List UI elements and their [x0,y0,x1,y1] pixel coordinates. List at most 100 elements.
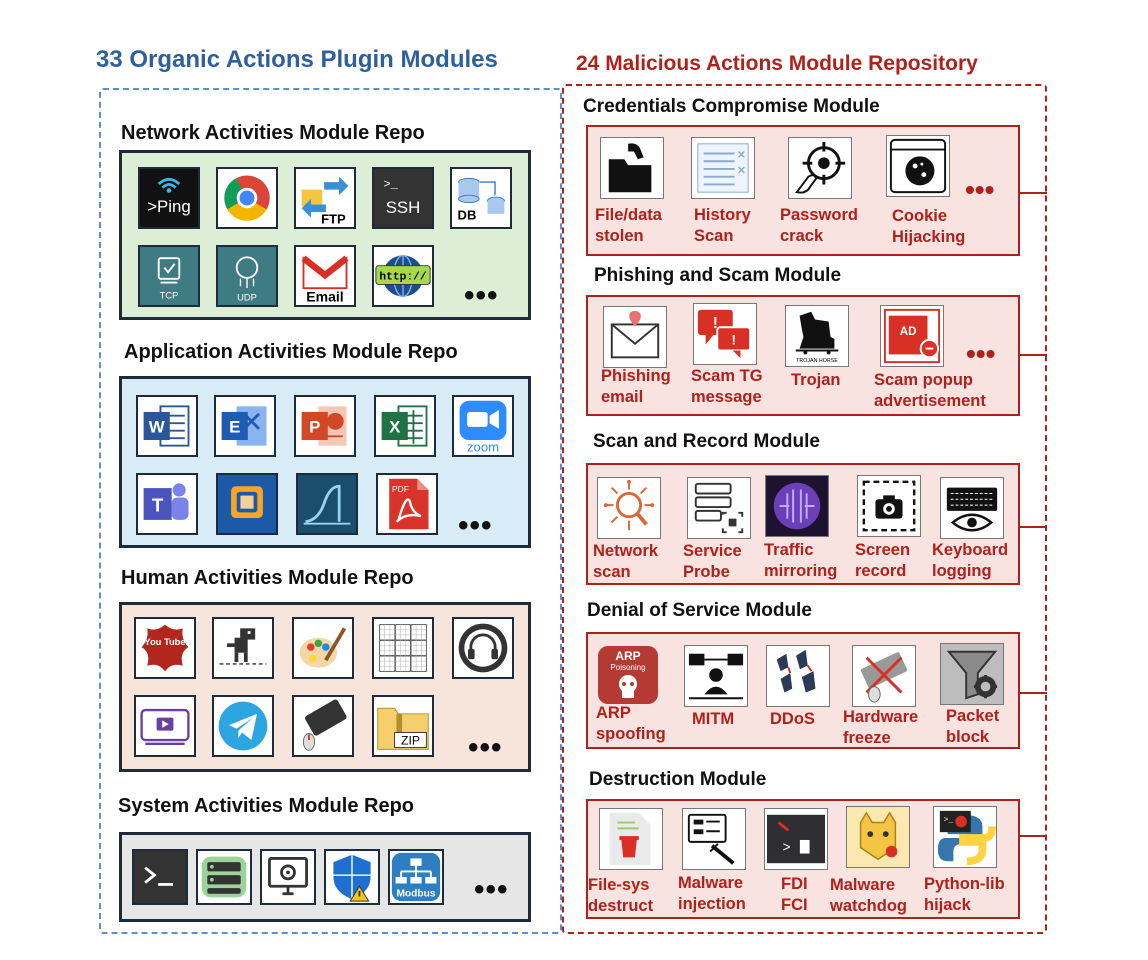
arp-poisoning-icon: ARP Poisoning [596,644,660,706]
video-player-icon [134,695,196,757]
server-icon [196,849,252,905]
poisoning-text: Poisoning [610,663,645,672]
keyboard-mouse-icon [292,695,354,757]
system-repo-title: System Activities Module Repo [118,795,414,817]
dos-module-title: Denial of Service Module [587,600,812,621]
service-probe-label: Service Probe [683,542,742,581]
malware-watchdog-label: Malware watchdog [830,876,907,915]
email-text: Email [306,288,343,304]
arp-spoofing-label: ARP spoofing [596,704,666,743]
network-scan-icon [597,477,661,539]
trojan-horse-icon: TROJAN HORSE [785,305,849,367]
svg-text:>_: >_ [383,178,398,192]
hardware-freeze-label: Hardware freeze [843,708,919,747]
service-probe-icon [687,477,751,539]
packet-block-label: Packet block [946,707,1000,746]
malicious-modules-title: 24 Malicious Actions Module Repository [576,52,978,75]
credentials-module-title: Credentials Compromise Module [583,96,880,117]
cookie-hijacking-label: Cookie Hijacking [892,207,966,246]
db-text: DB [458,208,477,223]
file-stolen-label: File/data stolen [595,206,662,245]
malware-injection-icon [682,808,746,870]
credentials-more-dots: ••• [965,174,995,205]
keyboard-logging-label: Keyboard logging [932,541,1009,580]
svg-text:E: E [229,418,240,437]
zoom-icon: zoom [452,395,514,457]
destruction-connector [1020,835,1047,837]
ssh-icon: >_ SSH [372,167,434,229]
phishing-module-title: Phishing and Scam Module [594,265,842,286]
teams-icon: T [136,473,198,535]
system-repo-box: Modbus ••• [119,832,531,922]
scam-message-label: Scam TG message [691,367,763,406]
scam-message-icon: !! [693,303,757,365]
network-scan-label: Network scan [593,542,659,581]
application-repo-box: W E P X zoom T PDF ••• [119,376,531,548]
python-hijack-icon: >_ [933,806,997,868]
ftp-icon: FTP [294,167,356,229]
svg-text:>_: >_ [944,817,954,825]
youtube-icon: You Tube [134,617,196,679]
phishing-connector [1020,354,1047,356]
traffic-mirroring-icon [765,475,829,537]
ddos-label: DDoS [770,710,815,728]
history-scan-label: History Scan [694,206,751,245]
tcp-icon: TCP [138,245,200,307]
traffic-mirroring-label: Traffic mirroring [764,541,838,580]
terminal-icon [132,849,188,905]
headphones-icon [452,617,514,679]
database-icon: DB [450,167,512,229]
network-repo-title: Network Activities Module Repo [121,122,425,144]
file-stolen-icon [600,137,664,199]
human-repo-box: You Tube ZIP ••• [119,602,531,772]
human-repo-title: Human Activities Module Repo [121,567,414,589]
udp-icon: UDP [216,245,278,307]
modbus-text: Modbus [396,889,435,900]
organic-modules-title: 33 Organic Actions Plugin Modules [96,46,498,73]
mitm-icon [684,645,748,707]
system-more-dots: ••• [474,873,509,906]
svg-text:X: X [389,418,401,437]
svg-text:T: T [152,494,164,515]
ssh-text: SSH [386,198,421,217]
ftp-text: FTP [321,211,346,226]
popup-ad-icon: AD [880,305,944,367]
python-lib-hijack-label: Python-lib hijack [924,875,1005,914]
modbus-icon: Modbus [388,849,444,905]
human-more-dots: ••• [468,731,503,764]
ping-icon: >Ping [138,167,200,229]
credentials-connector [1020,192,1047,194]
zoom-text: zoom [467,439,499,454]
screen-record-icon [857,475,921,537]
fdi-fci-label: FDI FCI [781,875,808,914]
wireshark-icon [296,473,358,535]
security-shield-icon [324,849,380,905]
ddos-icon [766,645,830,707]
malware-injection-label: Malware injection [678,874,746,913]
pdf-text: PDF [392,484,409,494]
svg-text:!: ! [731,333,736,348]
svg-text:!: ! [713,315,718,332]
svg-text:P: P [309,418,320,437]
malicious-modules-container [562,84,1047,934]
password-crack-icon [788,137,852,199]
ad-text: AD [900,325,917,338]
pdf-icon: PDF [376,473,438,535]
svg-text:W: W [149,418,165,437]
application-repo-title: Application Activities Module Repo [124,341,458,363]
zip-text: ZIP [401,734,420,748]
fdi-terminal-icon: > [764,808,828,870]
paint-icon [292,617,354,679]
password-crack-label: Password crack [780,206,858,245]
organic-modules-container [99,88,562,934]
application-more-dots: ••• [458,509,493,542]
phishing-more-dots: ••• [966,338,996,369]
excel-icon: X [374,395,436,457]
email-icon: Email [294,245,356,307]
file-delete-icon [599,808,663,870]
udp-text: UDP [237,292,257,302]
svg-text:>: > [782,842,790,857]
word-icon: W [136,395,198,457]
telegram-icon [212,695,274,757]
filesys-destruct-label: File-sys destruct [588,876,654,915]
